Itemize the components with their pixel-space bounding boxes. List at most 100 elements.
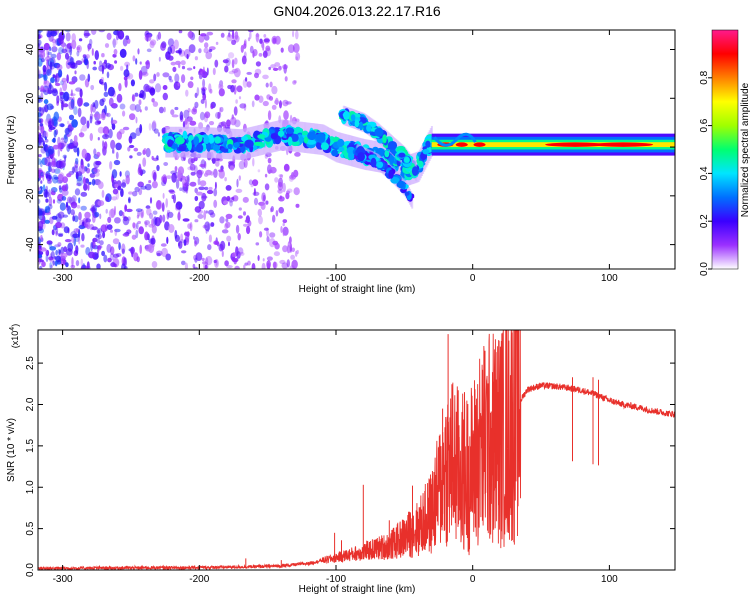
noise-blob <box>40 50 46 59</box>
noise-blob <box>57 211 65 219</box>
noise-blob <box>81 124 88 132</box>
noise-blob <box>266 256 273 261</box>
spectrogram-lower-branch <box>352 144 415 209</box>
noise-blob <box>55 82 61 87</box>
noise-blob <box>156 164 160 172</box>
noise-blob <box>40 113 43 117</box>
band-blob <box>384 149 390 158</box>
snr-y-multiplier-exponent: 4 <box>9 327 16 331</box>
band-blob <box>404 156 410 163</box>
noise-blob <box>50 53 57 59</box>
noise-blob <box>287 44 295 53</box>
noise-blob <box>221 229 229 234</box>
noise-blob <box>279 100 282 109</box>
noise-blob <box>38 136 42 145</box>
noise-blob <box>86 120 90 129</box>
noise-blob <box>193 156 198 162</box>
noise-blob <box>269 232 276 238</box>
noise-blob <box>97 137 100 141</box>
noise-blob <box>229 200 233 207</box>
spectrogram-x-tick-label: 100 <box>601 273 618 284</box>
noise-blob <box>137 48 140 55</box>
noise-blob <box>85 54 90 59</box>
noise-blob <box>277 66 282 71</box>
noise-blob <box>199 71 204 77</box>
noise-blob <box>71 195 77 203</box>
noise-blob <box>100 224 108 233</box>
noise-blob <box>269 166 277 174</box>
noise-blob <box>38 198 41 205</box>
noise-blob <box>221 250 224 257</box>
noise-blob <box>119 65 124 71</box>
noise-blob <box>179 187 183 191</box>
noise-blob <box>44 136 47 141</box>
noise-blob <box>118 210 123 217</box>
noise-blob <box>183 183 187 188</box>
noise-blob <box>188 44 196 54</box>
noise-blob <box>273 261 277 269</box>
noise-blob <box>84 178 90 184</box>
noise-blob <box>136 151 142 156</box>
noise-blob <box>231 59 235 69</box>
noise-blob <box>41 261 46 268</box>
noise-blob <box>233 67 241 78</box>
noise-blob <box>111 169 118 179</box>
noise-blob <box>239 251 245 256</box>
noise-blob <box>52 74 56 79</box>
noise-blob <box>141 71 149 77</box>
noise-blob <box>169 79 174 83</box>
noise-blob <box>79 74 86 81</box>
noise-blob <box>208 121 215 126</box>
noise-blob <box>251 263 256 269</box>
noise-blob <box>73 106 78 116</box>
noise-blob <box>58 233 64 237</box>
noise-blob <box>225 221 231 228</box>
noise-blob <box>87 45 90 52</box>
noise-blob <box>121 248 125 255</box>
noise-blob <box>84 211 91 219</box>
noise-blob <box>291 259 298 269</box>
noise-blob <box>43 131 49 139</box>
noise-blob <box>144 220 150 226</box>
band-blob <box>338 146 345 152</box>
noise-blob <box>255 33 260 38</box>
noise-blob <box>173 194 176 204</box>
noise-blob <box>119 48 127 59</box>
band-blob <box>390 176 400 184</box>
noise-blob <box>285 192 290 200</box>
noise-blob <box>70 209 75 216</box>
noise-blob <box>45 56 52 62</box>
noise-blob <box>247 37 251 42</box>
band-blob <box>196 143 204 153</box>
noise-blob <box>208 49 213 52</box>
noise-blob <box>98 30 106 33</box>
noise-blob <box>168 189 175 193</box>
band-blob <box>388 169 394 179</box>
noise-blob <box>255 242 260 246</box>
noise-blob <box>50 30 57 37</box>
noise-blob <box>243 264 246 269</box>
noise-blob <box>96 238 101 244</box>
noise-blob <box>65 32 71 42</box>
noise-blob <box>145 244 152 252</box>
noise-blob <box>78 236 81 245</box>
noise-blob <box>50 264 53 269</box>
noise-blob <box>89 173 96 178</box>
noise-blob <box>238 207 242 211</box>
snr-background <box>38 330 675 570</box>
noise-blob <box>252 191 260 196</box>
noise-blob <box>252 179 259 187</box>
noise-blob <box>214 181 217 190</box>
noise-blob <box>238 175 241 181</box>
noise-blob <box>278 174 284 178</box>
noise-blob <box>49 216 54 225</box>
noise-blob <box>244 40 246 46</box>
noise-blob <box>146 48 152 53</box>
noise-blob <box>261 262 266 269</box>
band-blob <box>397 180 405 189</box>
noise-blob <box>60 246 65 255</box>
noise-blob <box>140 185 147 190</box>
noise-blob <box>172 66 177 73</box>
noise-blob <box>277 189 283 194</box>
noise-blob <box>52 260 55 266</box>
